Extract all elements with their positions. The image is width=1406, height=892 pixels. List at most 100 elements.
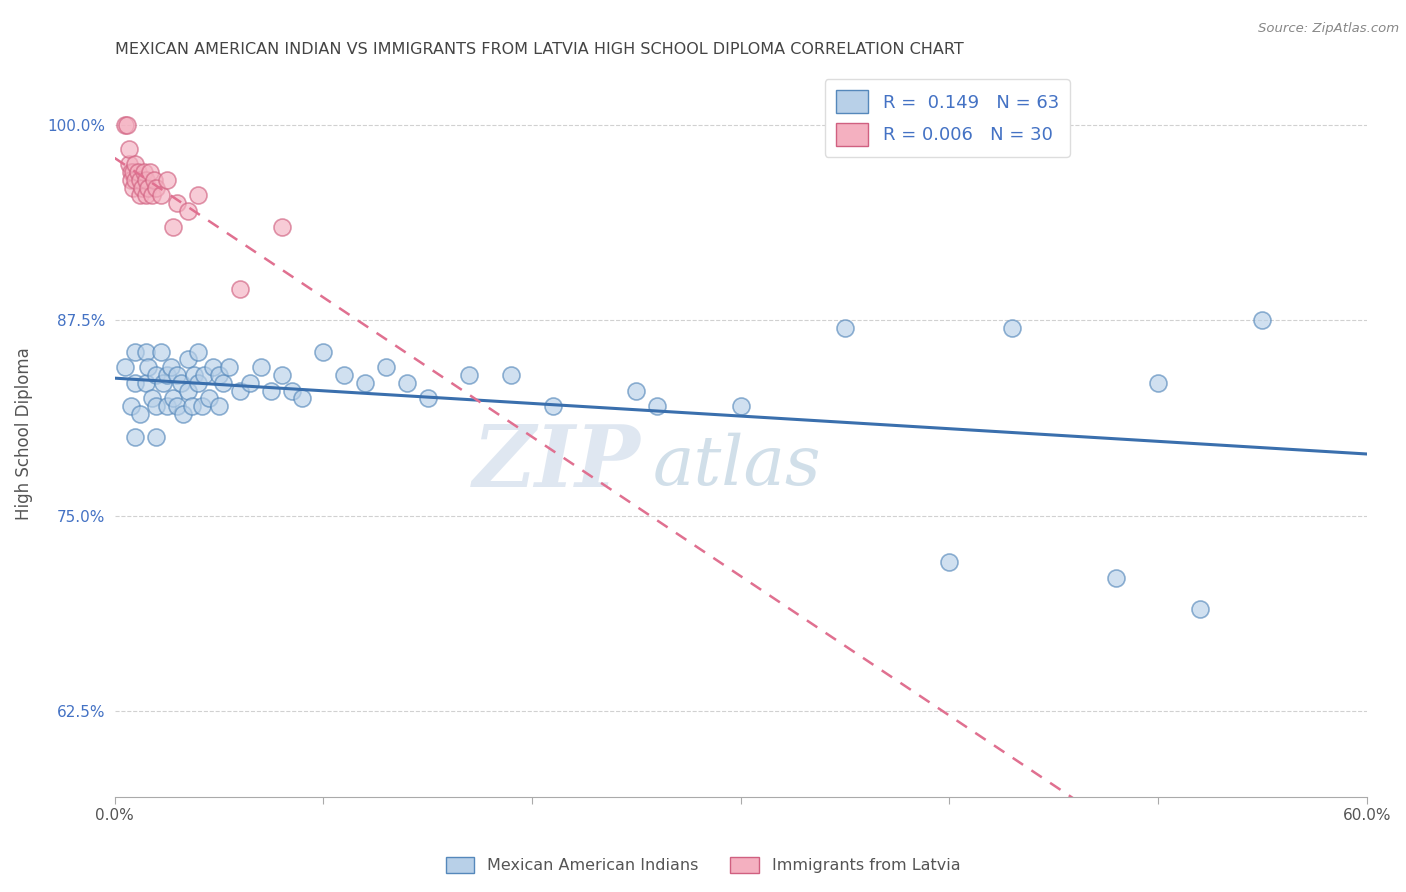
Point [124,376,146,390]
Point [176,384,198,398]
Point [166,399,188,413]
Point [160,360,183,375]
Point [187,376,209,390]
Point [208,368,231,382]
Point [136,180,159,194]
Point [197,392,219,406]
Point [145,368,167,382]
Point [118,141,141,155]
Point [145,180,167,194]
Point [135,173,157,187]
Point [115,118,138,132]
Point [229,282,252,296]
Point [135,344,157,359]
Point [249,360,271,375]
Point [128,407,150,421]
Point [124,173,146,187]
Point [229,384,252,398]
Point [120,399,142,413]
Point [1147,376,1170,390]
Point [191,399,214,413]
Point [176,352,198,367]
Point [333,368,356,382]
Point [180,399,202,413]
Point [212,376,235,390]
Point [938,555,960,569]
Text: Source: ZipAtlas.com: Source: ZipAtlas.com [1258,22,1399,36]
Point [170,376,193,390]
Point [626,384,648,398]
Point [124,430,146,444]
Point [114,118,136,132]
Point [172,407,194,421]
Point [141,392,163,406]
Point [124,344,146,359]
Point [136,360,159,375]
Point [166,368,188,382]
Legend: Mexican American Indians, Immigrants from Latvia: Mexican American Indians, Immigrants fro… [439,850,967,880]
Point [201,360,224,375]
Point [374,360,396,375]
Point [149,188,172,202]
Point [162,219,184,234]
Point [114,360,136,375]
Point [124,157,146,171]
Point [131,180,153,194]
Point [1188,602,1211,616]
Point [176,204,198,219]
Point [270,368,292,382]
Point [395,376,418,390]
Point [187,344,209,359]
Point [127,165,149,179]
Text: MEXICAN AMERICAN INDIAN VS IMMIGRANTS FROM LATVIA HIGH SCHOOL DIPLOMA CORRELATIO: MEXICAN AMERICAN INDIAN VS IMMIGRANTS FR… [115,42,963,57]
Point [122,180,145,194]
Text: ZIP: ZIP [472,421,641,504]
Point [135,376,157,390]
Text: atlas: atlas [652,433,821,500]
Point [312,344,335,359]
Point [156,399,179,413]
Point [354,376,377,390]
Point [281,384,304,398]
Point [162,392,184,406]
Point [541,399,564,413]
Point [128,173,150,187]
Point [834,321,856,335]
Point [218,360,240,375]
Point [120,173,142,187]
Point [1251,313,1274,327]
Point [260,384,283,398]
Point [458,368,481,382]
Point [156,368,179,382]
Point [270,219,292,234]
Point [118,157,141,171]
Point [135,188,157,202]
Legend: R =  0.149   N = 63, R = 0.006   N = 30: R = 0.149 N = 63, R = 0.006 N = 30 [825,79,1070,157]
Point [122,165,145,179]
Point [145,399,167,413]
Point [645,399,668,413]
Point [143,173,166,187]
Point [208,399,231,413]
Point [187,188,209,202]
Point [193,368,215,382]
Point [132,165,155,179]
Point [1001,321,1024,335]
Point [291,392,314,406]
Point [141,188,163,202]
Point [149,344,172,359]
Point [730,399,752,413]
Y-axis label: High School Diploma: High School Diploma [15,347,32,520]
Point [183,368,205,382]
Point [501,368,523,382]
Point [128,188,150,202]
Point [156,173,179,187]
Point [166,196,188,211]
Point [239,376,262,390]
Point [416,392,439,406]
Point [139,165,162,179]
Point [152,376,174,390]
Point [1105,571,1128,585]
Point [145,430,167,444]
Point [120,165,142,179]
